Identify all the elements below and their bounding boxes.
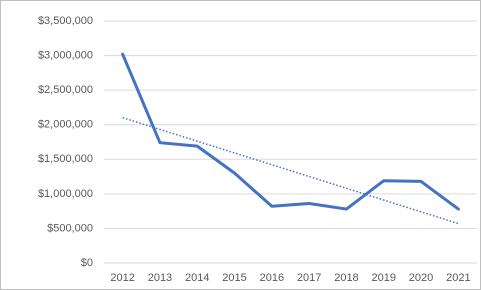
y-tick-label: $1,500,000 <box>38 153 93 165</box>
line-series <box>121 52 460 211</box>
x-tick-label: 2014 <box>185 272 209 284</box>
y-tick-label: $0 <box>81 257 93 269</box>
x-tick-label: 2019 <box>372 272 396 284</box>
y-tick-label: $1,000,000 <box>38 188 93 200</box>
y-tick-label: $3,000,000 <box>38 49 93 61</box>
x-tick-label: 2020 <box>409 272 433 284</box>
x-tick-label: 2013 <box>148 272 172 284</box>
x-tick-label: 2021 <box>446 272 470 284</box>
x-tick-label: 2015 <box>222 272 246 284</box>
x-tick-label: 2016 <box>260 272 284 284</box>
y-tick-label: $500,000 <box>47 222 93 234</box>
y-tick-label: $2,000,000 <box>38 119 93 131</box>
x-tick-label: 2012 <box>110 272 134 284</box>
x-tick-label: 2018 <box>334 272 358 284</box>
y-tick-label: $2,500,000 <box>38 84 93 96</box>
x-tick-label: 2017 <box>297 272 321 284</box>
trendline <box>122 116 459 225</box>
y-tick-label: $3,500,000 <box>38 15 93 27</box>
